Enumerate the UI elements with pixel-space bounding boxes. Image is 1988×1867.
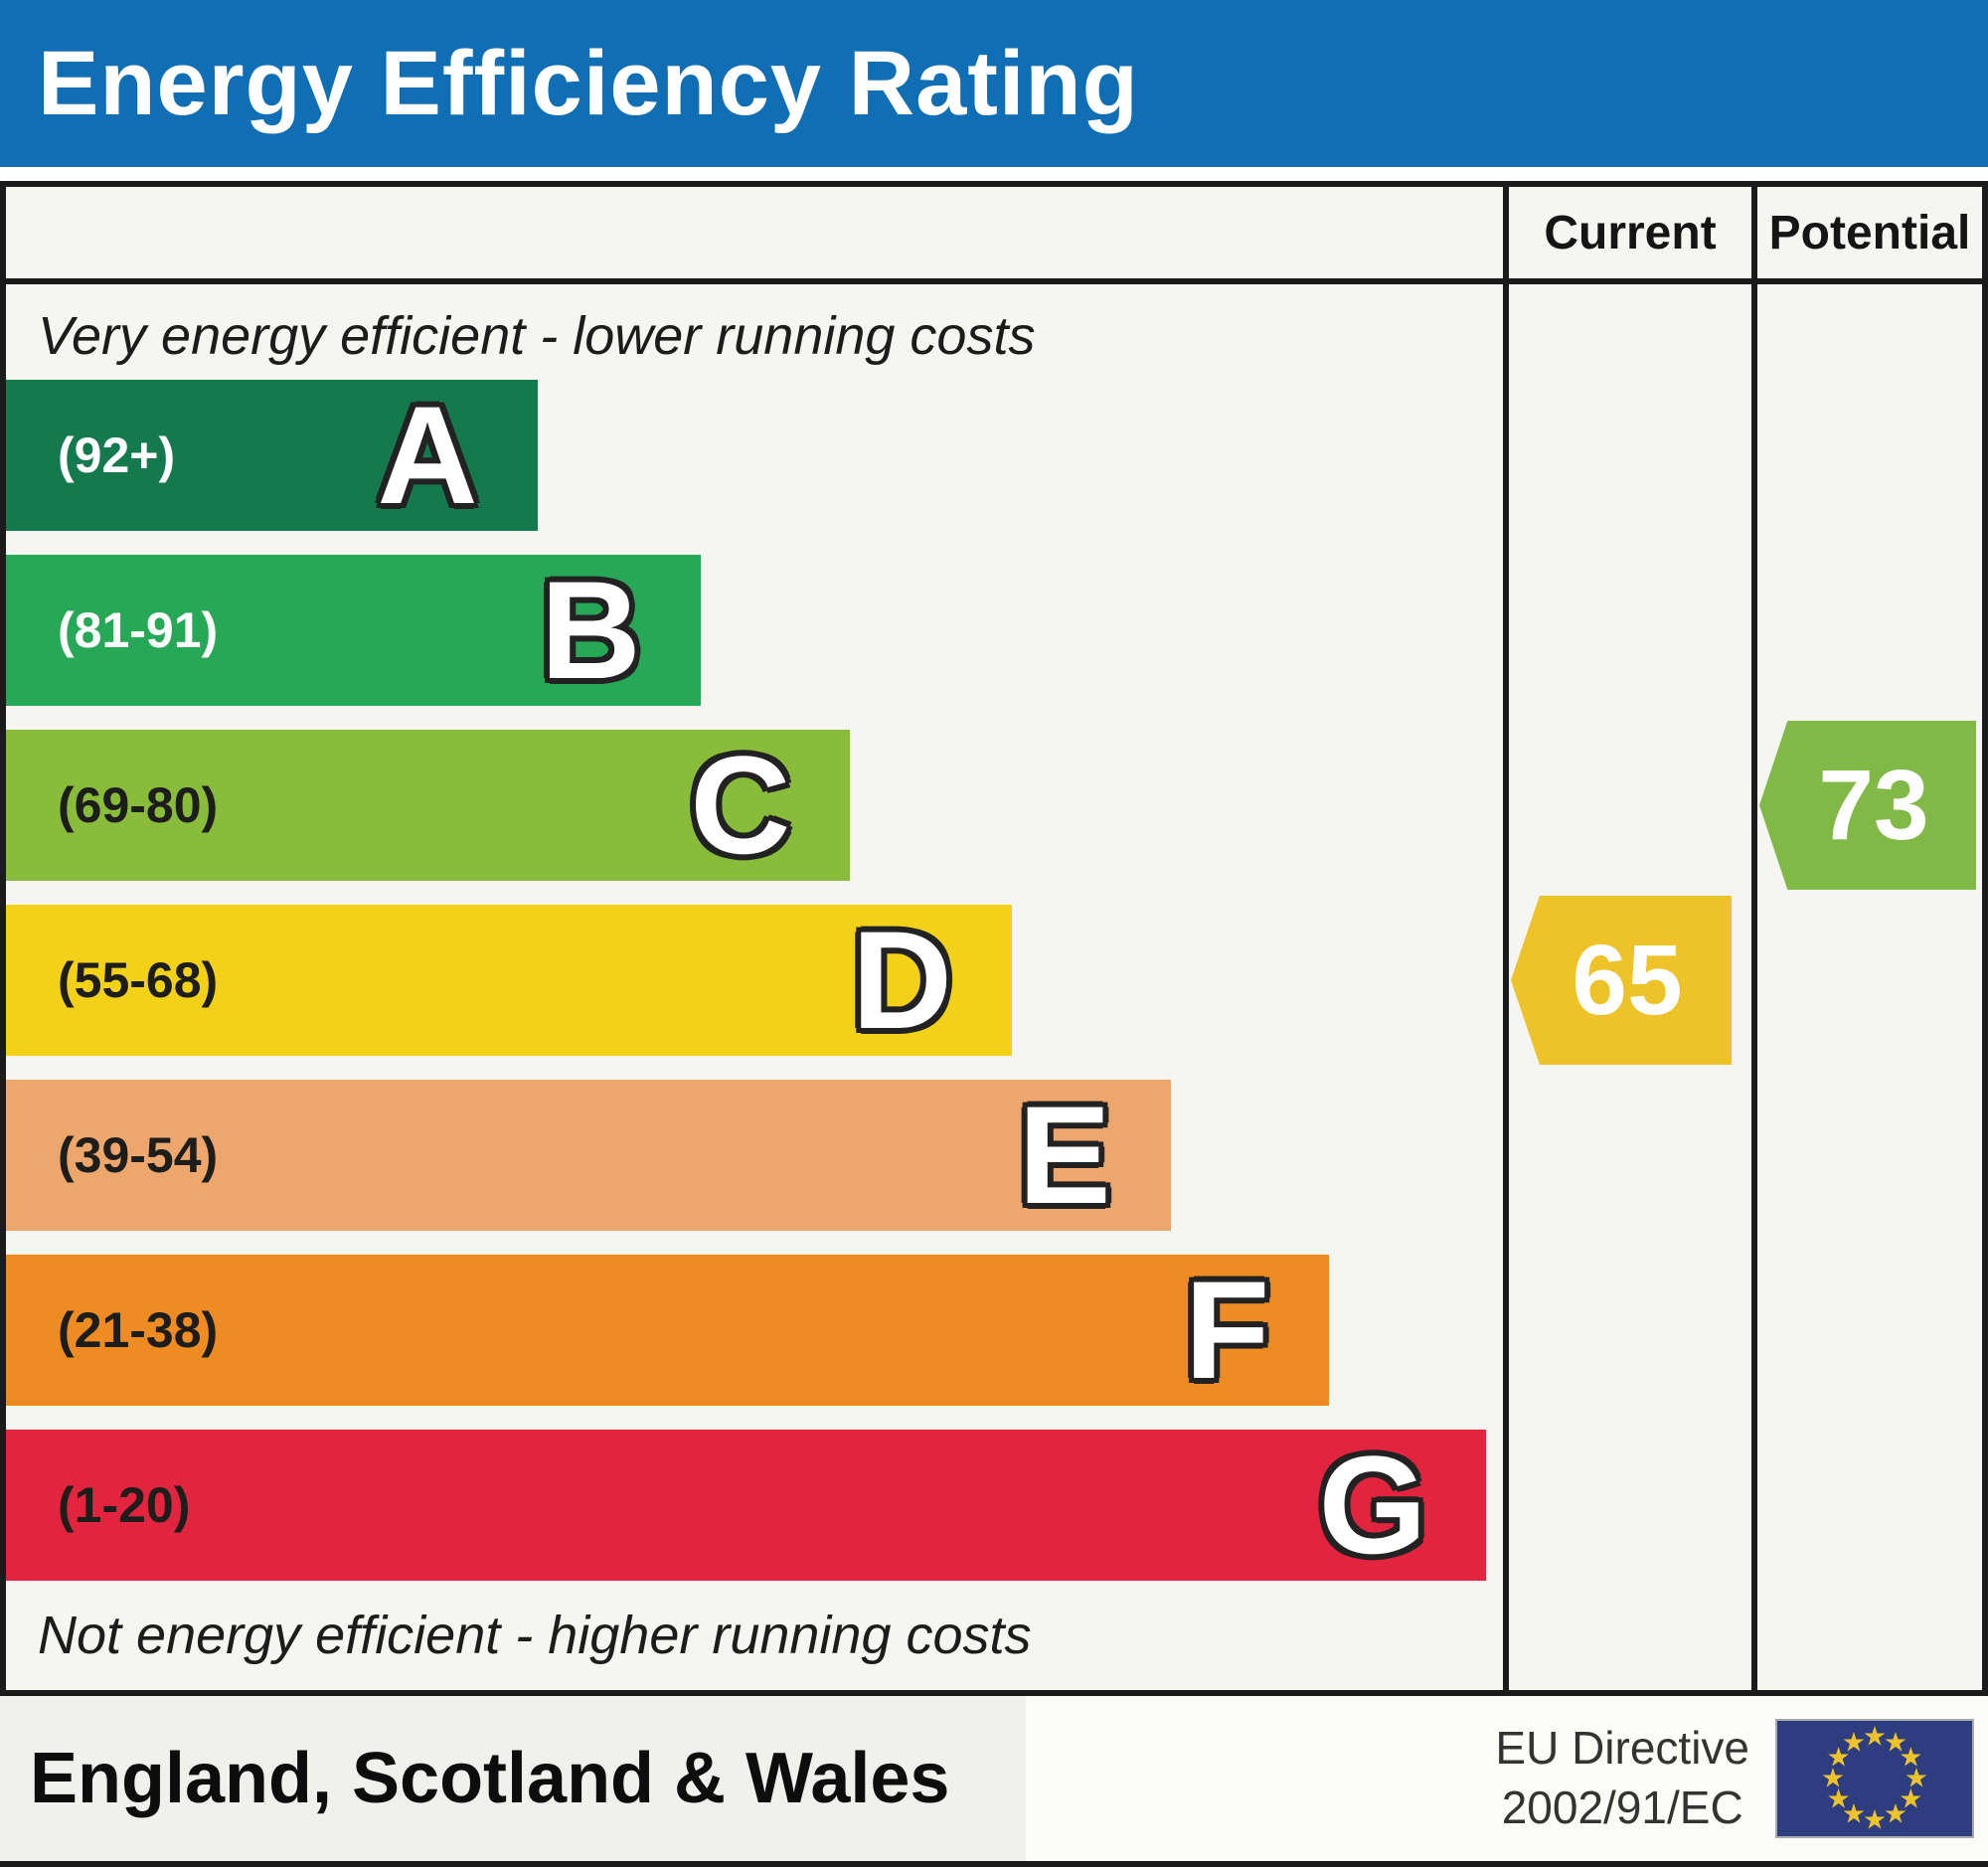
band-g-range-label: (1-20) bbox=[58, 1477, 191, 1533]
band-b-range-label: (81-91) bbox=[58, 602, 219, 658]
page-title: Energy Efficiency Rating bbox=[38, 32, 1139, 134]
footer-region-section: England, Scotland & Wales bbox=[0, 1696, 1026, 1861]
band-f-range-label: (21-38) bbox=[58, 1302, 219, 1358]
eu-flag-icon: ★ ★ ★ ★ ★ ★ ★ ★ ★ ★ ★ ★ bbox=[1775, 1719, 1974, 1838]
band-row-g: (1-20) G bbox=[6, 1427, 1487, 1583]
band-f-letter: F bbox=[1184, 1252, 1270, 1408]
footer: England, Scotland & Wales EU Directive 2… bbox=[0, 1696, 1988, 1861]
note-very-efficient: Very energy efficient - lower running co… bbox=[38, 306, 1036, 366]
header-cell-potential: Potential bbox=[1751, 187, 1982, 278]
band-a-letter: A bbox=[377, 377, 478, 533]
current-column: 65 bbox=[1503, 284, 1751, 1690]
band-c-letter: C bbox=[690, 727, 791, 883]
title-bar: Energy Efficiency Rating bbox=[0, 0, 1988, 167]
footer-directive-section: EU Directive 2002/91/EC ★ ★ ★ ★ ★ ★ ★ ★ ★ ★ ★ ★ bbox=[1026, 1696, 1988, 1861]
header-cell-current: Current bbox=[1503, 187, 1751, 278]
band-e-range-label: (39-54) bbox=[58, 1127, 219, 1183]
band-b-letter: B bbox=[540, 552, 641, 708]
band-row-b: (81-91) B bbox=[6, 555, 701, 706]
band-g-letter: G bbox=[1318, 1427, 1427, 1583]
band-c-range-label: (69-80) bbox=[58, 777, 219, 833]
eu-flag-star: ★ bbox=[1862, 1721, 1888, 1752]
table-header-row: Current Potential bbox=[6, 187, 1982, 284]
eu-flag-star: ★ bbox=[1904, 1763, 1929, 1793]
current-column-label: Current bbox=[1544, 206, 1717, 259]
header-cell-empty bbox=[6, 187, 1503, 278]
eu-directive-line1: EU Directive bbox=[1495, 1722, 1749, 1775]
current-rating-arrow: 65 bbox=[1511, 896, 1732, 1065]
band-row-e: (39-54) E bbox=[6, 1080, 1171, 1231]
potential-rating-value: 73 bbox=[1818, 750, 1929, 861]
bands-chart: Very energy efficient - lower running co… bbox=[6, 284, 1503, 1690]
band-row-f: (21-38) F bbox=[6, 1252, 1330, 1408]
band-e-letter: E bbox=[1018, 1077, 1111, 1233]
eu-flag-star: ★ bbox=[1826, 1783, 1851, 1814]
note-not-efficient: Not energy efficient - higher running co… bbox=[38, 1606, 1032, 1665]
eu-flag-star: ★ bbox=[1899, 1742, 1923, 1773]
rating-table: Current Potential Very energy efficient … bbox=[0, 181, 1988, 1696]
eu-directive-label: EU Directive 2002/91/EC bbox=[1495, 1719, 1749, 1838]
potential-column-label: Potential bbox=[1768, 206, 1971, 259]
band-d-range-label: (55-68) bbox=[58, 952, 219, 1008]
band-d-letter: D bbox=[851, 902, 953, 1058]
eu-flag-star: ★ bbox=[1883, 1798, 1908, 1829]
band-row-c: (69-80) C bbox=[6, 727, 851, 883]
band-row-a: (92+) A bbox=[6, 380, 538, 531]
potential-rating-arrow: 73 bbox=[1759, 721, 1976, 890]
eu-flag-star: ★ bbox=[1862, 1804, 1888, 1835]
table-body-row: Very energy efficient - lower running co… bbox=[6, 284, 1982, 1690]
region-label: England, Scotland & Wales bbox=[30, 1739, 950, 1818]
eu-flag-star: ★ bbox=[1883, 1727, 1908, 1758]
band-a-range-label: (92+) bbox=[58, 427, 176, 483]
bottom-border bbox=[0, 1861, 1988, 1867]
current-rating-value: 65 bbox=[1572, 925, 1683, 1036]
eu-flag-star: ★ bbox=[1841, 1727, 1867, 1758]
band-row-d: (55-68) D bbox=[6, 902, 1013, 1058]
eu-directive-line2: 2002/91/EC bbox=[1501, 1782, 1743, 1833]
potential-column: 73 bbox=[1751, 284, 1982, 1690]
eu-flag-star: ★ bbox=[1820, 1763, 1846, 1793]
bands-panel: Very energy efficient - lower running co… bbox=[6, 284, 1503, 1690]
eu-flag-star: ★ bbox=[1899, 1783, 1923, 1814]
eu-flag-star: ★ bbox=[1841, 1798, 1867, 1829]
eu-flag-star: ★ bbox=[1826, 1742, 1851, 1773]
